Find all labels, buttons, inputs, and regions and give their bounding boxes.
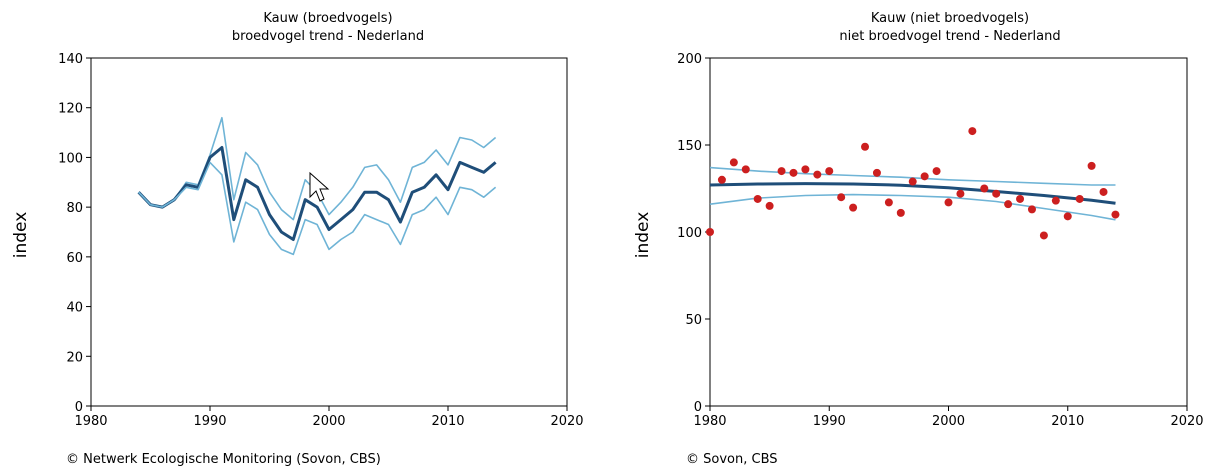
axes: 1980 1990 2000 2010 2020 0 20 40 60 80 100 120 140	[58, 52, 583, 429]
data-point	[1111, 210, 1120, 219]
data-point	[849, 203, 858, 212]
y-tick-label: 140	[58, 52, 83, 67]
data-point	[932, 167, 941, 176]
data-point	[992, 189, 1001, 198]
plot-frame	[709, 57, 1188, 407]
credit-right: © Sovon, CBS	[686, 452, 778, 467]
y-axis-label: index	[11, 212, 31, 259]
x-tick-label: 2010	[1051, 414, 1084, 429]
data-point	[884, 198, 893, 207]
chart-subtitle: niet broedvogel trend - Nederland	[839, 29, 1060, 44]
series-lines	[709, 166, 1116, 221]
data-point	[1087, 161, 1096, 170]
plot-frame	[90, 57, 568, 407]
data-point	[753, 194, 762, 203]
data-point	[980, 184, 989, 193]
lower-bound-line	[709, 193, 1116, 221]
data-point	[1099, 187, 1108, 196]
x-tick-label: 1990	[193, 414, 226, 429]
x-tick-label: 1980	[74, 414, 107, 429]
data-point	[789, 168, 798, 177]
y-tick-label: 40	[66, 301, 83, 316]
chart-title: Kauw (niet broedvogels)	[871, 11, 1029, 26]
data-point	[1063, 212, 1072, 221]
y-tick-label: 0	[694, 400, 702, 415]
data-point	[920, 172, 929, 181]
arrow-cursor-icon	[309, 171, 330, 202]
y-tick-label: 20	[66, 350, 83, 365]
data-point	[729, 158, 738, 167]
data-point	[1027, 205, 1036, 214]
data-point	[801, 165, 810, 174]
x-tick-label: 2010	[431, 414, 464, 429]
x-tick-label: 2020	[550, 414, 583, 429]
data-point	[741, 165, 750, 174]
data-point	[944, 198, 953, 207]
data-point	[968, 127, 977, 136]
data-point	[825, 167, 834, 176]
y-tick-label: 120	[58, 102, 83, 117]
data-point	[1004, 200, 1013, 209]
chart-right: Kauw (niet broedvogels) niet broedvogel …	[633, 11, 1204, 429]
data-point	[717, 175, 726, 184]
y-tick-label: 200	[677, 52, 702, 67]
credit-left: © Netwerk Ecologische Monitoring (Sovon,…	[66, 452, 381, 467]
data-point	[956, 189, 965, 198]
y-tick-label: 100	[677, 226, 702, 241]
lower-bound-line	[138, 161, 497, 256]
data-point	[872, 168, 881, 177]
data-point	[896, 208, 905, 217]
trend-line	[709, 182, 1116, 205]
data-point	[1075, 194, 1084, 203]
y-tick-label: 50	[685, 313, 702, 328]
y-tick-label: 60	[66, 251, 83, 266]
axes: 1980 1990 2000 2010 2020 0 50 100 150 200	[677, 52, 1203, 429]
data-point	[1051, 196, 1060, 205]
data-point	[765, 201, 774, 210]
data-point	[813, 170, 822, 179]
x-tick-label: 1990	[813, 414, 846, 429]
y-tick-label: 100	[58, 151, 83, 166]
x-tick-label: 1980	[693, 414, 726, 429]
data-point	[837, 193, 846, 202]
x-tick-label: 2000	[932, 414, 965, 429]
x-tick-label: 2000	[312, 414, 345, 429]
upper-bound-line	[138, 116, 497, 221]
data-point	[1039, 231, 1048, 240]
y-axis-label: index	[633, 212, 653, 259]
x-tick-label: 2020	[1170, 414, 1203, 429]
chart-subtitle: broedvogel trend - Nederland	[232, 29, 424, 44]
chart-left: Kauw (broedvogels) broedvogel trend - Ne…	[11, 11, 584, 429]
data-point	[777, 167, 786, 176]
data-point	[706, 228, 714, 236]
y-tick-label: 80	[66, 201, 83, 216]
data-point	[861, 142, 870, 151]
data-points	[706, 127, 1120, 240]
index-line	[137, 146, 497, 241]
y-tick-label: 0	[75, 400, 83, 415]
data-point	[908, 177, 917, 186]
chart-title: Kauw (broedvogels)	[263, 11, 392, 26]
data-point	[1016, 194, 1025, 203]
y-tick-label: 150	[677, 139, 702, 154]
